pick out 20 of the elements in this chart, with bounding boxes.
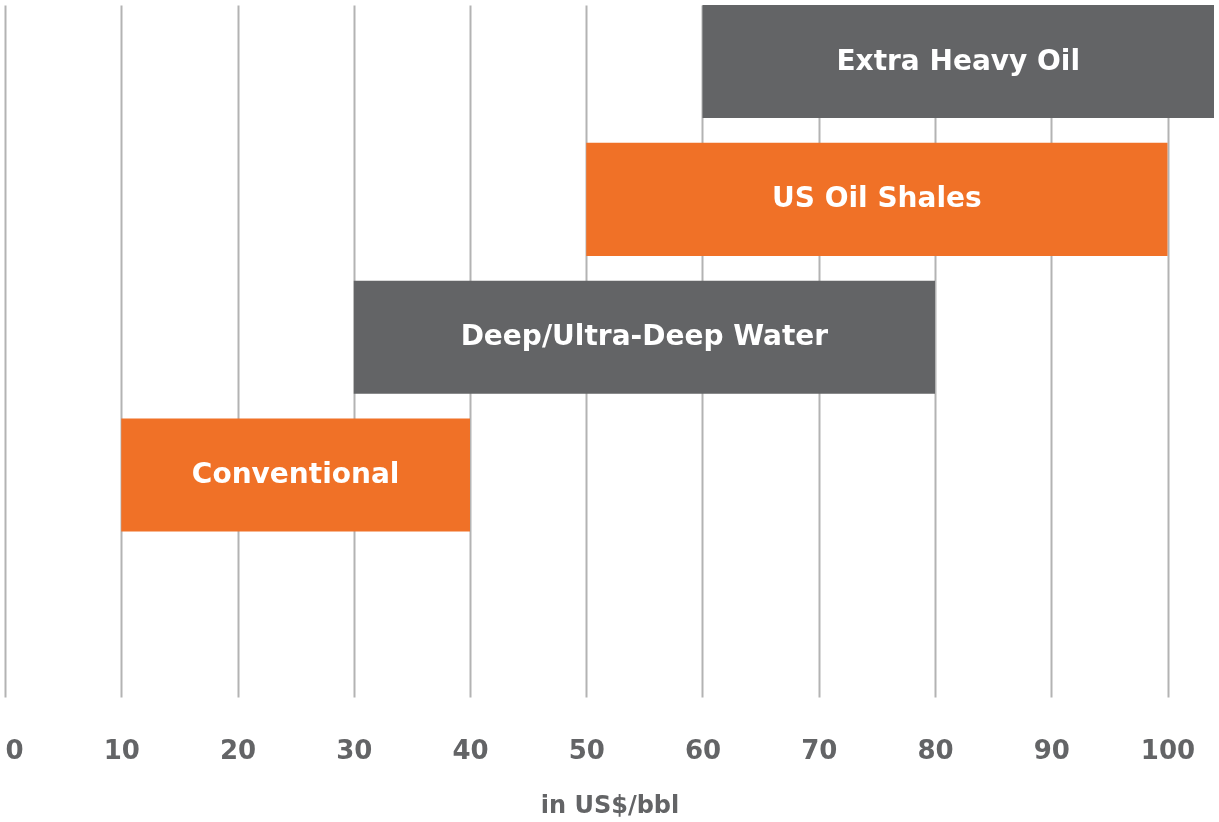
x-tick-label: 40 xyxy=(452,734,489,765)
bar xyxy=(353,280,935,394)
y-tick-label: Extra Heavy Oil xyxy=(836,43,1081,77)
x-tick-label: 30 xyxy=(336,734,373,765)
x-axis-title: in US$/bbl xyxy=(540,790,680,819)
x-tick-label: 10 xyxy=(103,734,140,765)
bar xyxy=(702,5,1214,119)
x-tick-label: 100 xyxy=(1140,734,1196,765)
bar xyxy=(121,418,470,532)
x-tick-label: 90 xyxy=(1033,734,1070,765)
x-tick-label: 60 xyxy=(684,734,722,765)
bar xyxy=(586,142,1168,256)
x-tick-label: 70 xyxy=(801,734,838,765)
y-tick-label: Deep/Ultra-Deep Water xyxy=(460,319,829,353)
x-tick-label: 0 xyxy=(5,734,24,765)
x-tick-label: 20 xyxy=(219,734,257,765)
y-tick-label: US Oil Shales xyxy=(772,181,982,215)
x-tick-label: 50 xyxy=(568,734,605,765)
y-tick-label: Conventional xyxy=(191,457,400,491)
x-tick-label: 80 xyxy=(917,734,954,765)
